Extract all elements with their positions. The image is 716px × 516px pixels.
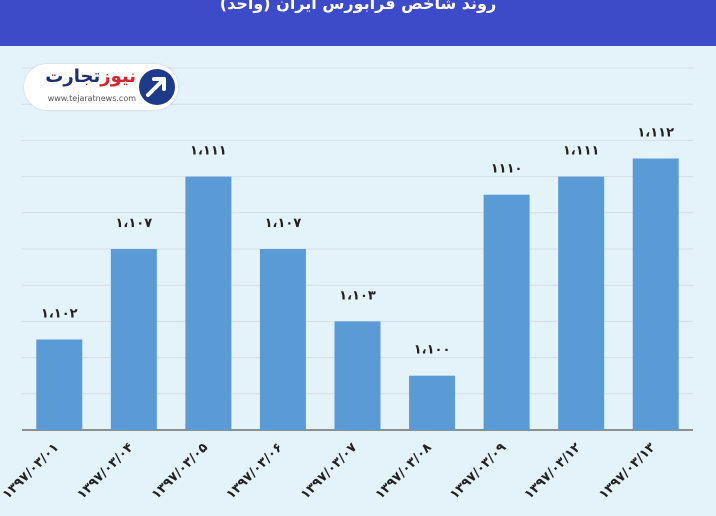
chart-title: روند شاخص فرابورس ایران (واحد) bbox=[219, 0, 497, 13]
x-tick-label: ۱۳۹۷/۰۳/۰۹ bbox=[447, 440, 509, 502]
data-label: ۱،۱۰۰ bbox=[414, 343, 451, 358]
data-label: ۱،۱۱۱ bbox=[190, 144, 227, 159]
title-bar: روند شاخص فرابورس ایران (واحد) bbox=[0, 0, 716, 46]
x-tick-label: ۱۳۹۷/۰۳/۰۸ bbox=[373, 440, 435, 502]
bar bbox=[632, 158, 679, 430]
x-tick-label: ۱۳۹۷/۰۳/۱۲ bbox=[522, 440, 584, 502]
data-label: ۱۱۱۰ bbox=[491, 162, 523, 177]
x-tick-label: ۱۳۹۷/۰۳/۰۴ bbox=[74, 440, 136, 502]
bar bbox=[185, 176, 232, 430]
logo-wordmark: نیوزتجارت bbox=[32, 66, 136, 87]
x-tick-label: ۱۳۹۷/۰۳/۰۷ bbox=[298, 440, 360, 502]
data-label: ۱،۱۱۲ bbox=[637, 126, 674, 141]
bar bbox=[110, 249, 157, 430]
bar bbox=[409, 375, 456, 430]
bar bbox=[334, 321, 381, 430]
x-tick-label: ۱۳۹۷/۰۳/۰۶ bbox=[224, 440, 286, 502]
bar bbox=[483, 194, 530, 430]
logo-url: www.tejaratnews.com bbox=[47, 94, 136, 103]
bar bbox=[36, 339, 83, 430]
bar bbox=[558, 176, 605, 430]
arrow-up-right-icon bbox=[139, 69, 175, 105]
data-label: ۱،۱۰۳ bbox=[339, 288, 376, 303]
logo-wordmark-accent: نیوز bbox=[100, 66, 136, 87]
x-tick-label: ۱۳۹۷/۰۳/۱۳ bbox=[596, 440, 658, 502]
data-label: ۱،۱۰۲ bbox=[41, 307, 78, 322]
bar bbox=[259, 249, 306, 430]
data-label: ۱،۱۱۱ bbox=[563, 144, 600, 159]
data-label: ۱،۱۰۷ bbox=[265, 216, 302, 231]
data-label: ۱،۱۰۷ bbox=[115, 216, 152, 231]
x-tick-label: ۱۳۹۷/۰۳/۰۵ bbox=[149, 440, 211, 502]
brand-logo: نیوزتجارت www.tejaratnews.com bbox=[24, 64, 178, 110]
x-tick-label: ۱۳۹۷/۰۳/۰۱ bbox=[0, 440, 62, 502]
logo-wordmark-main: تجارت bbox=[45, 66, 101, 87]
